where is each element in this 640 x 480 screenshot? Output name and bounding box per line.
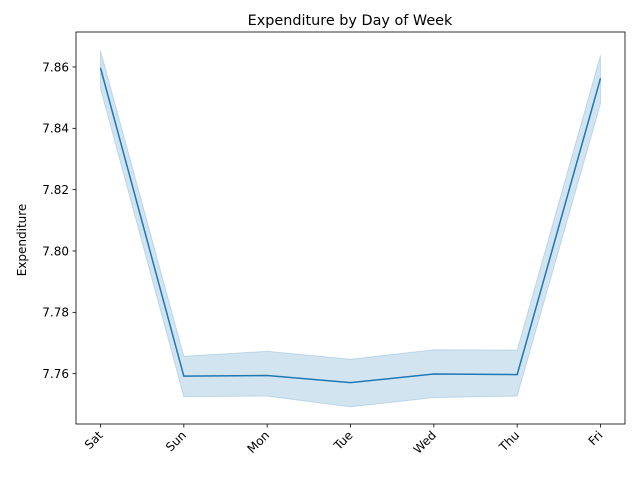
y-axis-label: Expenditure (15, 204, 29, 277)
x-tick-label-thu: Thu (496, 428, 523, 455)
y-tick-label: 7.84 (42, 122, 69, 136)
y-ticks: 7.76 7.78 7.80 7.82 7.84 7.86 (42, 60, 76, 381)
x-tick-label-wed: Wed (411, 428, 439, 456)
confidence-band-layer (100, 50, 601, 408)
x-tick-label-sun: Sun (163, 428, 189, 454)
y-tick-label: 7.76 (42, 367, 69, 381)
series-line-layer (99, 67, 602, 384)
x-tick-label-tue: Tue (331, 428, 356, 453)
y-tick-label: 7.86 (42, 60, 69, 74)
y-tick-label: 7.78 (42, 306, 69, 320)
x-tick-label-fri: Fri (586, 428, 606, 448)
x-tick-label-sat: Sat (82, 428, 106, 452)
y-tick-label: 7.82 (42, 183, 69, 197)
x-ticks: Sat Sun Mon Tue Wed Thu Fri (82, 424, 606, 457)
y-tick-label: 7.80 (42, 244, 69, 258)
chart-title: Expenditure by Day of Week (248, 13, 453, 29)
confidence-band (100, 50, 601, 408)
x-tick-label-mon: Mon (244, 428, 272, 456)
